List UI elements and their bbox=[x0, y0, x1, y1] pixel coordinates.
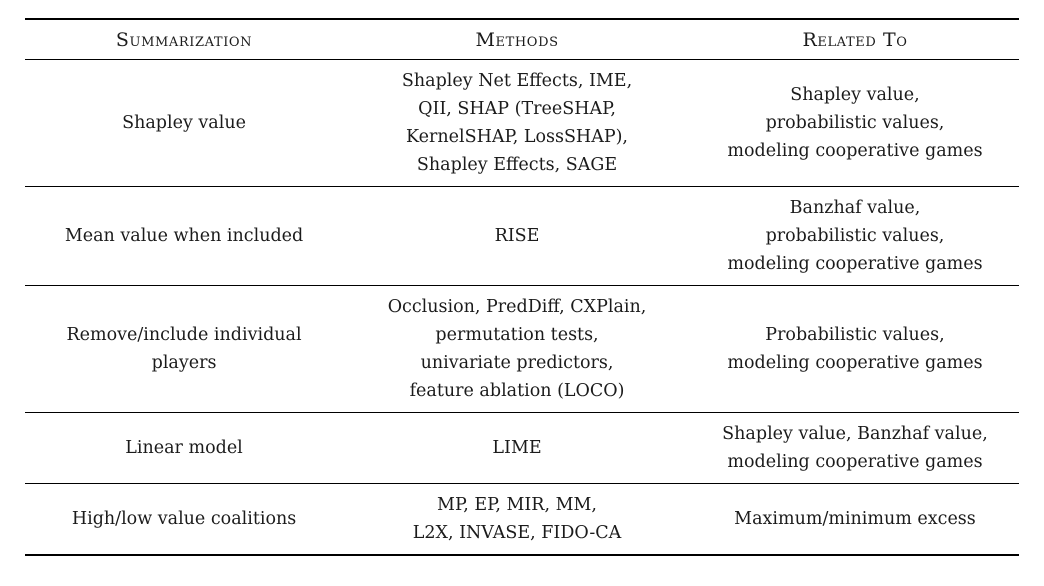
summarization-methods-table-wrap: Summarization Methods Related To Shapley… bbox=[25, 18, 1019, 556]
cell-methods: Shapley Net Effects, IME, QII, SHAP (Tre… bbox=[343, 59, 691, 187]
cell-methods: LIME bbox=[343, 412, 691, 484]
cell-related-to: Probabilistic values, modeling cooperati… bbox=[690, 285, 1019, 413]
header-methods: Methods bbox=[343, 19, 691, 60]
cell-related-to: Shapley value, probabilistic values, mod… bbox=[690, 59, 1019, 187]
cell-methods: MP, EP, MIR, MM, L2X, INVASE, FIDO-CA bbox=[412, 495, 622, 543]
cell-methods: Occlusion, PredDiff, CXPlain, permutatio… bbox=[343, 285, 691, 413]
header-summarization: Summarization bbox=[25, 19, 344, 60]
header-related-to: Related To bbox=[690, 19, 1019, 60]
table-row: Shapley value Shapley Net Effects, IME, … bbox=[25, 59, 1019, 187]
table-row: Linear model LIME Shapley value, Banzhaf… bbox=[25, 412, 1019, 484]
table-row: Remove/include individual players Occlus… bbox=[25, 285, 1019, 413]
table-row: High/low value coalitions MP, EP, MIR, M… bbox=[25, 484, 1019, 556]
table-header-row: Summarization Methods Related To bbox=[25, 19, 1019, 60]
cell-summarization: Remove/include individual players bbox=[25, 285, 344, 413]
table-row: Mean value when included RISE Banzhaf va… bbox=[25, 186, 1019, 286]
cell-summarization: Mean value when included bbox=[25, 186, 344, 286]
cell-methods: RISE bbox=[343, 186, 691, 286]
cell-summarization: Shapley value bbox=[25, 59, 344, 187]
cell-related-to: Banzhaf value, probabilistic values, mod… bbox=[690, 186, 1019, 286]
cell-related-to: Maximum/minimum excess bbox=[734, 509, 976, 529]
cell-summarization: High/low value coalitions bbox=[71, 509, 297, 529]
cell-summarization: Linear model bbox=[25, 412, 344, 484]
cell-related-to: Shapley value, Banzhaf value, modeling c… bbox=[690, 412, 1019, 484]
summarization-methods-table: Summarization Methods Related To Shapley… bbox=[25, 18, 1019, 556]
